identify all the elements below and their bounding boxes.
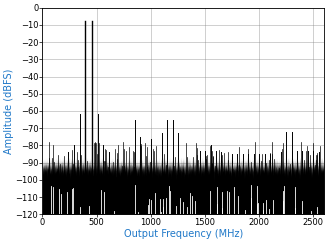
X-axis label: Output Frequency (MHz): Output Frequency (MHz) bbox=[124, 229, 243, 239]
Y-axis label: Amplitude (dBFS): Amplitude (dBFS) bbox=[4, 68, 14, 154]
